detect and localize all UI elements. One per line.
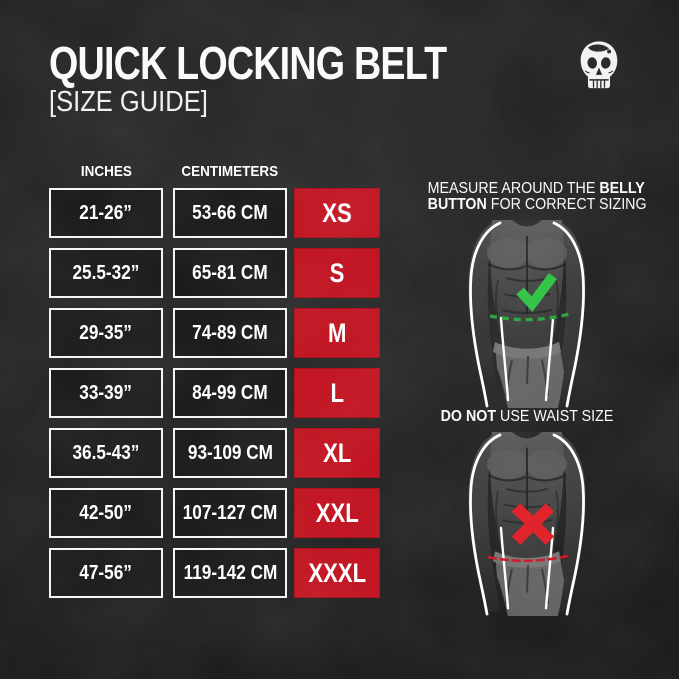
- skull-icon: [577, 38, 621, 103]
- page-subtitle: [SIZE GUIDE]: [49, 86, 208, 118]
- torso-correct-illustration: [442, 220, 612, 415]
- size-badge: XL: [294, 428, 380, 478]
- table-row: 29-35” 74-89 CM M: [49, 308, 381, 358]
- inches-cell: 42-50”: [49, 488, 163, 538]
- centimeters-cell: 93-109 CM: [173, 428, 287, 478]
- table-row: 42-50” 107-127 CM XXL: [49, 488, 381, 538]
- instruction-text-bold: BUTTON: [427, 196, 487, 213]
- table-row: 47-56” 119-142 CM XXXL: [49, 548, 381, 598]
- size-table-header: INCHES CENTIMETERS: [49, 164, 381, 180]
- instruction-text: USE WAIST SIZE: [500, 408, 614, 425]
- instruction-text: FOR CORRECT SIZING: [490, 196, 647, 213]
- column-header-centimeters: CENTIMETERS: [181, 163, 279, 180]
- centimeters-cell: 84-99 CM: [173, 368, 287, 418]
- table-row: 36.5-43” 93-109 CM XL: [49, 428, 381, 478]
- size-badge: M: [294, 308, 380, 358]
- page-title: QUICK LOCKING BELT: [49, 37, 447, 89]
- correct-measure-instruction: MEASURE AROUND THE BELLY BUTTON FOR CORR…: [419, 180, 647, 213]
- instruction-text: MEASURE AROUND THE: [427, 180, 596, 197]
- torso-incorrect-illustration: [442, 432, 612, 623]
- table-row: 21-26” 53-66 CM XS: [49, 188, 381, 238]
- instruction-text-bold: BELLY: [599, 180, 645, 197]
- centimeters-cell: 74-89 CM: [173, 308, 287, 358]
- inches-cell: 36.5-43”: [49, 428, 163, 478]
- table-body: 21-26” 53-66 CM XS 25.5-32” 65-81 CM S 2…: [49, 188, 381, 598]
- size-badge: XXL: [294, 488, 380, 538]
- incorrect-measure-instruction: DO NOT USE WAIST SIZE: [419, 409, 635, 425]
- size-badge: XXXL: [294, 548, 380, 598]
- column-header-inches: INCHES: [80, 163, 132, 180]
- table-row: 33-39” 84-99 CM L: [49, 368, 381, 418]
- inches-cell: 33-39”: [49, 368, 163, 418]
- table-row: 25.5-32” 65-81 CM S: [49, 248, 381, 298]
- size-badge: L: [294, 368, 380, 418]
- centimeters-cell: 53-66 CM: [173, 188, 287, 238]
- centimeters-cell: 65-81 CM: [173, 248, 287, 298]
- instruction-text-bold: DO NOT: [440, 408, 497, 425]
- inches-cell: 29-35”: [49, 308, 163, 358]
- inches-cell: 21-26”: [49, 188, 163, 238]
- inches-cell: 47-56”: [49, 548, 163, 598]
- centimeters-cell: 107-127 CM: [173, 488, 287, 538]
- centimeters-cell: 119-142 CM: [173, 548, 287, 598]
- size-badge: XS: [294, 188, 380, 238]
- size-table: INCHES CENTIMETERS 21-26” 53-66 CM XS 25…: [49, 164, 381, 608]
- size-badge: S: [294, 248, 380, 298]
- inches-cell: 25.5-32”: [49, 248, 163, 298]
